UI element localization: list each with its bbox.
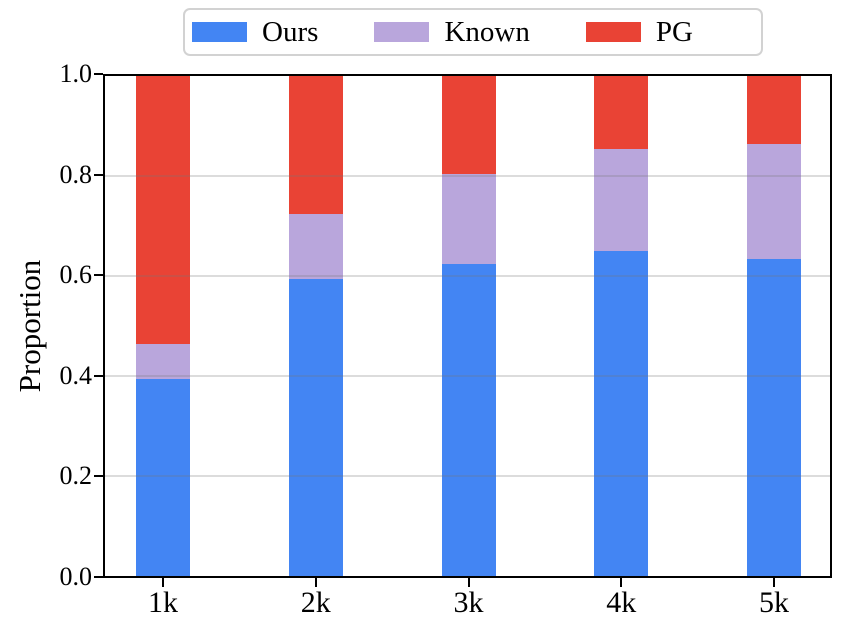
bar-segment-known-4k xyxy=(594,148,649,251)
bars-container xyxy=(105,76,830,576)
y-tick-mark-0.4 xyxy=(94,374,103,377)
x-tick-mark-1k xyxy=(162,578,164,587)
x-tick-mark-4k xyxy=(620,578,623,587)
x-tick-mark-2k xyxy=(314,578,317,587)
legend-label-known: Known xyxy=(444,15,530,48)
legend: Ours Known PG xyxy=(183,8,763,56)
bar-segment-ours-1k xyxy=(136,378,190,576)
y-tick-mark-0.0 xyxy=(94,576,103,578)
legend-label-ours: Ours xyxy=(262,15,319,48)
legend-item-ours: Ours xyxy=(192,15,319,48)
bar-segment-ours-5k xyxy=(747,258,801,576)
x-tick-label-4k: 4k xyxy=(606,586,637,619)
bar-segment-ours-3k xyxy=(441,263,496,576)
x-tick-label-1k: 1k xyxy=(148,586,178,619)
bar-segment-known-1k xyxy=(136,343,190,379)
legend-swatch-pg xyxy=(585,22,641,42)
gridline-0.6 xyxy=(105,275,830,277)
bar-segment-known-5k xyxy=(747,143,801,259)
x-tick-label-2k: 2k xyxy=(300,586,331,619)
x-tick-mark-5k xyxy=(773,578,775,587)
bar-group-4k xyxy=(594,76,649,576)
y-tick-mark-0.2 xyxy=(94,475,103,478)
y-tick-label-1.0: 1.0 xyxy=(59,59,93,88)
bar-segment-pg-2k xyxy=(288,76,343,214)
bar-segment-pg-4k xyxy=(594,76,649,149)
y-tick-mark-0.6 xyxy=(94,274,103,277)
x-tick-label-3k: 3k xyxy=(453,586,484,619)
bar-segment-known-3k xyxy=(441,173,496,264)
y-tick-mark-0.8 xyxy=(94,173,103,176)
bar-segment-ours-4k xyxy=(594,251,649,576)
y-tick-label-0.2: 0.2 xyxy=(59,461,93,491)
legend-swatch-known xyxy=(374,22,430,42)
legend-item-pg: PG xyxy=(585,15,693,48)
bar-segment-known-2k xyxy=(288,213,343,279)
y-tick-label-0.0: 0.0 xyxy=(59,562,93,591)
bar-group-5k xyxy=(747,76,801,576)
legend-item-known: Known xyxy=(374,15,530,48)
bar-group-2k xyxy=(288,76,343,576)
x-tick-label-5k: 5k xyxy=(759,586,789,619)
gridline-0.8 xyxy=(105,175,830,177)
y-axis-label: Proportion xyxy=(12,259,47,393)
y-tick-label-0.4: 0.4 xyxy=(59,360,93,390)
bar-group-1k xyxy=(136,76,190,576)
legend-swatch-ours xyxy=(192,22,247,42)
gridline-0.4 xyxy=(105,375,830,377)
y-tick-mark-1.0 xyxy=(94,73,103,75)
bar-segment-pg-5k xyxy=(747,76,801,144)
legend-label-pg: PG xyxy=(655,15,693,48)
bar-segment-pg-1k xyxy=(136,76,190,344)
bar-group-3k xyxy=(441,76,496,576)
plot-area xyxy=(103,74,832,578)
bar-segment-pg-3k xyxy=(441,76,496,174)
bar-segment-ours-2k xyxy=(288,278,343,576)
y-tick-label-0.6: 0.6 xyxy=(59,260,93,290)
y-tick-label-0.8: 0.8 xyxy=(59,159,93,189)
x-tick-mark-3k xyxy=(467,578,470,587)
gridline-0.2 xyxy=(105,475,830,477)
